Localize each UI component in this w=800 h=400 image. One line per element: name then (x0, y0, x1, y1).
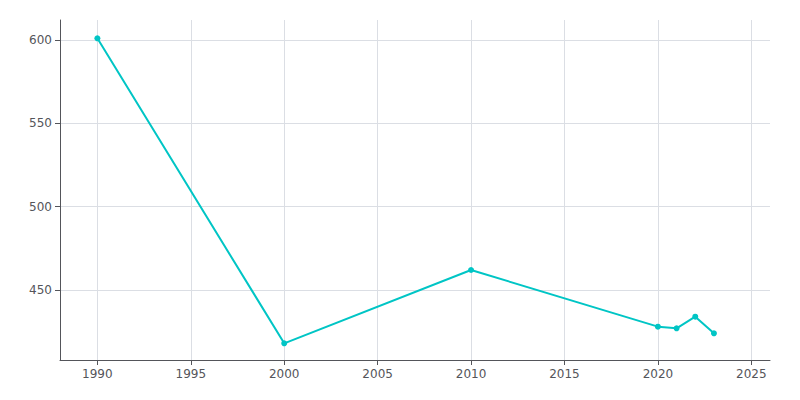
svg-text:1990: 1990 (82, 367, 113, 381)
svg-text:600: 600 (29, 33, 52, 47)
svg-text:2020: 2020 (643, 367, 674, 381)
svg-text:2010: 2010 (456, 367, 487, 381)
svg-text:500: 500 (29, 200, 52, 214)
svg-text:1995: 1995 (176, 367, 207, 381)
svg-text:2005: 2005 (362, 367, 393, 381)
svg-text:550: 550 (29, 116, 52, 130)
svg-text:2015: 2015 (549, 367, 580, 381)
svg-text:2025: 2025 (736, 367, 767, 381)
svg-text:2000: 2000 (269, 367, 300, 381)
svg-text:450: 450 (29, 283, 52, 297)
